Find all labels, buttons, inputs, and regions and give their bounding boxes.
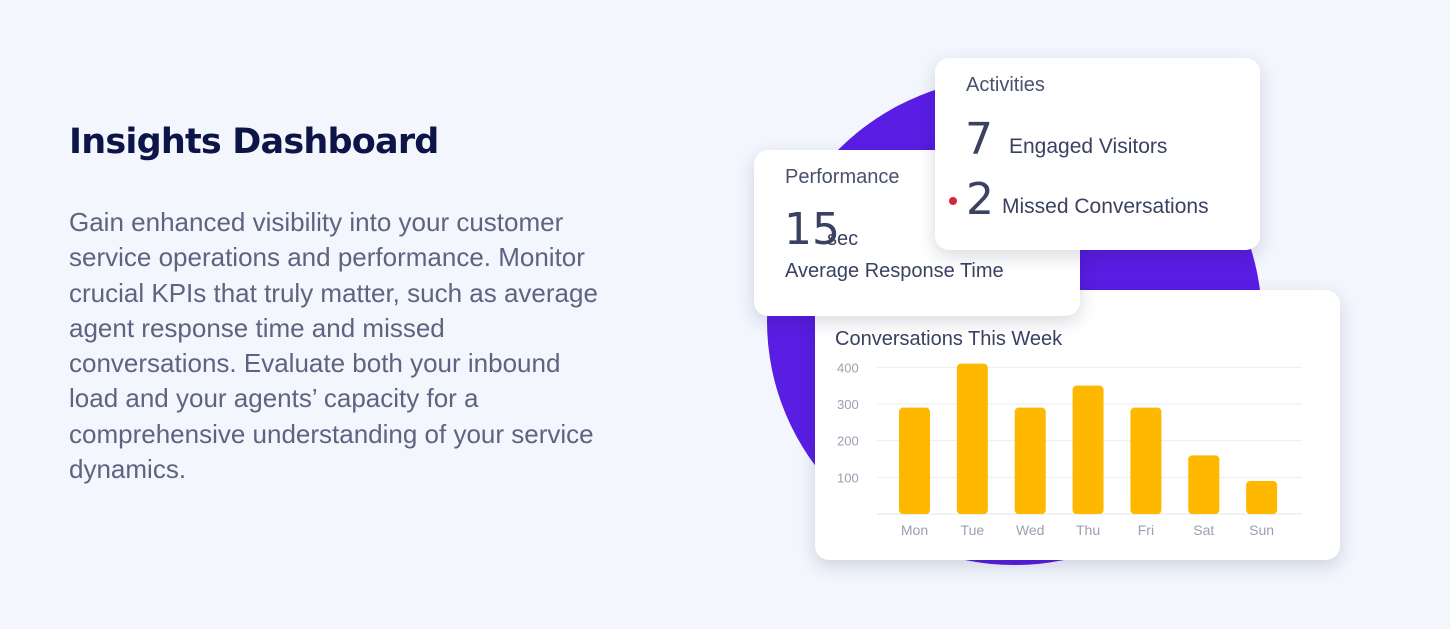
x-tick-label: Wed bbox=[1016, 522, 1045, 538]
conversations-chart-card: Conversations This Week 100 200 300 400 Mon T… bbox=[815, 290, 1340, 560]
x-tick-label: Mon bbox=[901, 522, 928, 538]
response-time-caption: Average Response Time bbox=[785, 260, 1004, 282]
hero-description: Gain enhanced visibility into your custo… bbox=[69, 207, 598, 485]
activities-label: Activities bbox=[966, 74, 1045, 96]
bar-tue bbox=[956, 363, 988, 514]
performance-label: Performance bbox=[785, 166, 900, 188]
missed-indicator-dot bbox=[949, 197, 957, 205]
bar-fri bbox=[1130, 407, 1162, 514]
x-tick-label: Sat bbox=[1193, 522, 1214, 538]
x-tick-label: Fri bbox=[1138, 522, 1154, 538]
missed-conversations-label: Missed Conversations bbox=[1002, 195, 1209, 218]
y-tick-label: 300 bbox=[837, 397, 859, 412]
missed-conversations-count: 2 bbox=[966, 174, 994, 225]
hero-title: Insights Dashboard bbox=[69, 122, 439, 162]
response-time-unit: sec bbox=[827, 228, 859, 250]
bar-thu bbox=[1072, 385, 1104, 514]
y-tick-label: 400 bbox=[837, 360, 859, 375]
bar-wed bbox=[1014, 407, 1046, 514]
engaged-visitors-label: Engaged Visitors bbox=[1009, 135, 1168, 158]
x-tick-label: Tue bbox=[961, 522, 985, 538]
bar-mon bbox=[899, 407, 930, 514]
chart-title: Conversations This Week bbox=[835, 328, 1063, 350]
bar-sun bbox=[1246, 481, 1278, 514]
response-time-value: 15 bbox=[784, 204, 840, 255]
y-tick-label: 100 bbox=[837, 470, 859, 485]
x-tick-label: Thu bbox=[1076, 522, 1100, 538]
x-tick-label: Sun bbox=[1249, 522, 1274, 538]
bar-sat bbox=[1188, 455, 1220, 514]
y-tick-label: 200 bbox=[837, 434, 859, 449]
engaged-visitors-count: 7 bbox=[965, 114, 993, 165]
activities-card: Activities 7 Engaged Visitors 2 Missed C… bbox=[935, 58, 1260, 250]
conversations-bar-chart: 100 200 300 400 Mon Tue Wed Thu Fri Sat Sun bbox=[837, 360, 1302, 538]
